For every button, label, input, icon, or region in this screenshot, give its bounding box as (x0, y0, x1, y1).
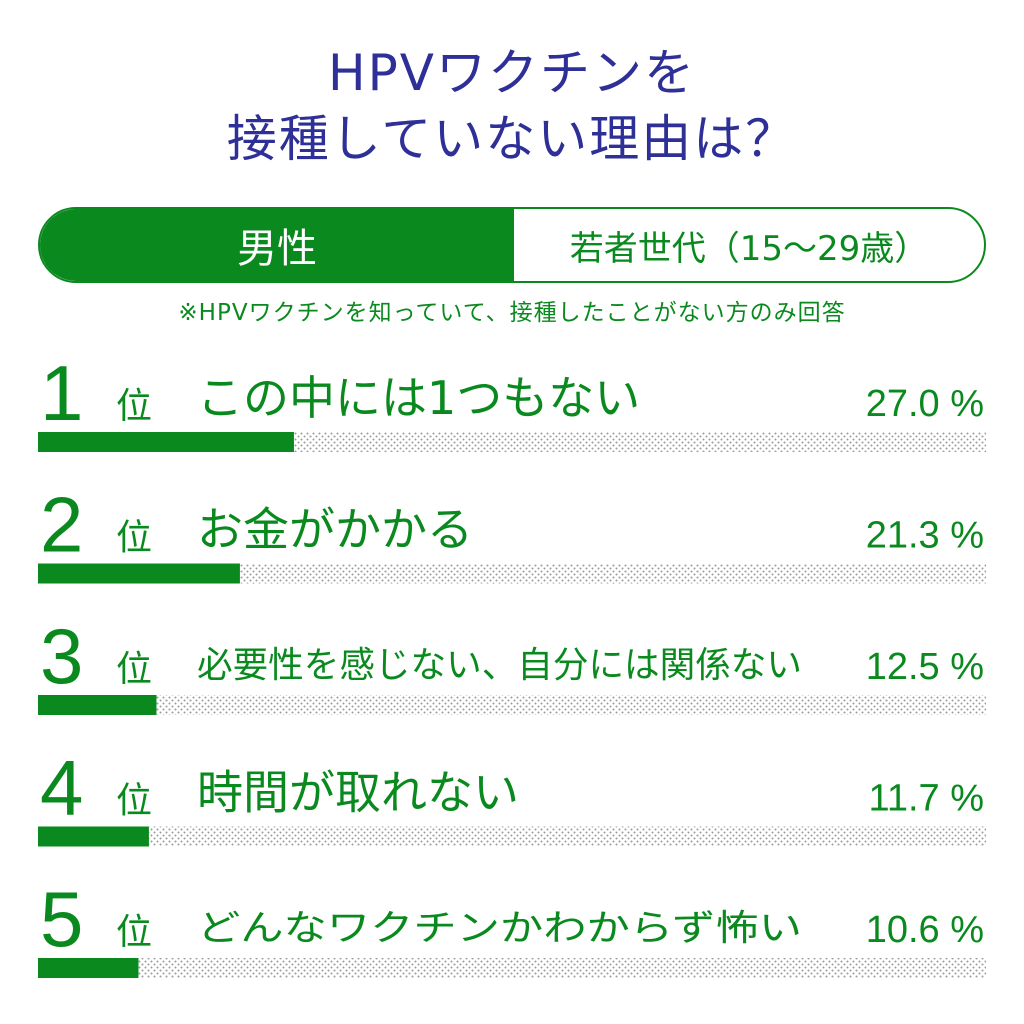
rank-number: 1 (40, 349, 83, 437)
rank-suffix: 位 (116, 781, 152, 822)
bar-track (38, 695, 986, 715)
value-label: 27.0 % (866, 383, 984, 425)
reason-label: この中には1つもない (197, 371, 640, 425)
page-title: HPVワクチンを 接種していない理由は？ (0, 40, 1024, 172)
value-label: 11.7 % (869, 778, 984, 820)
survey-note: ※HPVワクチンを知っていて、接種したことがない方のみ回答 (178, 300, 846, 326)
reason-label: お金がかかる (197, 503, 473, 557)
rank-suffix: 位 (116, 386, 152, 427)
bar (38, 695, 157, 715)
bar (38, 826, 149, 847)
value-label: 10.6 % (866, 909, 984, 951)
rank-number: 3 (40, 612, 83, 700)
bar-track (38, 563, 986, 584)
rank-number: 5 (40, 875, 83, 963)
rank-number: 2 (40, 481, 83, 569)
reason-label: 時間が取れない (197, 766, 519, 820)
tab-young-generation[interactable]: 若者世代（15〜29歳） (569, 228, 929, 269)
bar (38, 958, 139, 978)
reason-label: 必要性を感じない、自分には関係ない (197, 645, 802, 686)
title-line-2: 接種していない理由は？ (226, 110, 798, 168)
bar-track (38, 826, 986, 847)
value-label: 21.3 % (866, 515, 984, 557)
bar-track (38, 958, 986, 978)
segment-tabs: 男性 若者世代（15〜29歳） (38, 207, 986, 283)
rank-suffix: 位 (116, 649, 152, 690)
rank-suffix: 位 (116, 912, 152, 953)
reason-label: どんなワクチンかわからず怖い (197, 908, 802, 949)
value-label: 12.5 % (866, 646, 984, 688)
bar (38, 563, 240, 584)
rank-suffix: 位 (116, 518, 152, 559)
title-line-1: HPVワクチンを (328, 44, 696, 102)
bar (38, 432, 294, 452)
tab-male[interactable]: 男性 (40, 209, 514, 281)
rank-number: 4 (40, 744, 83, 832)
